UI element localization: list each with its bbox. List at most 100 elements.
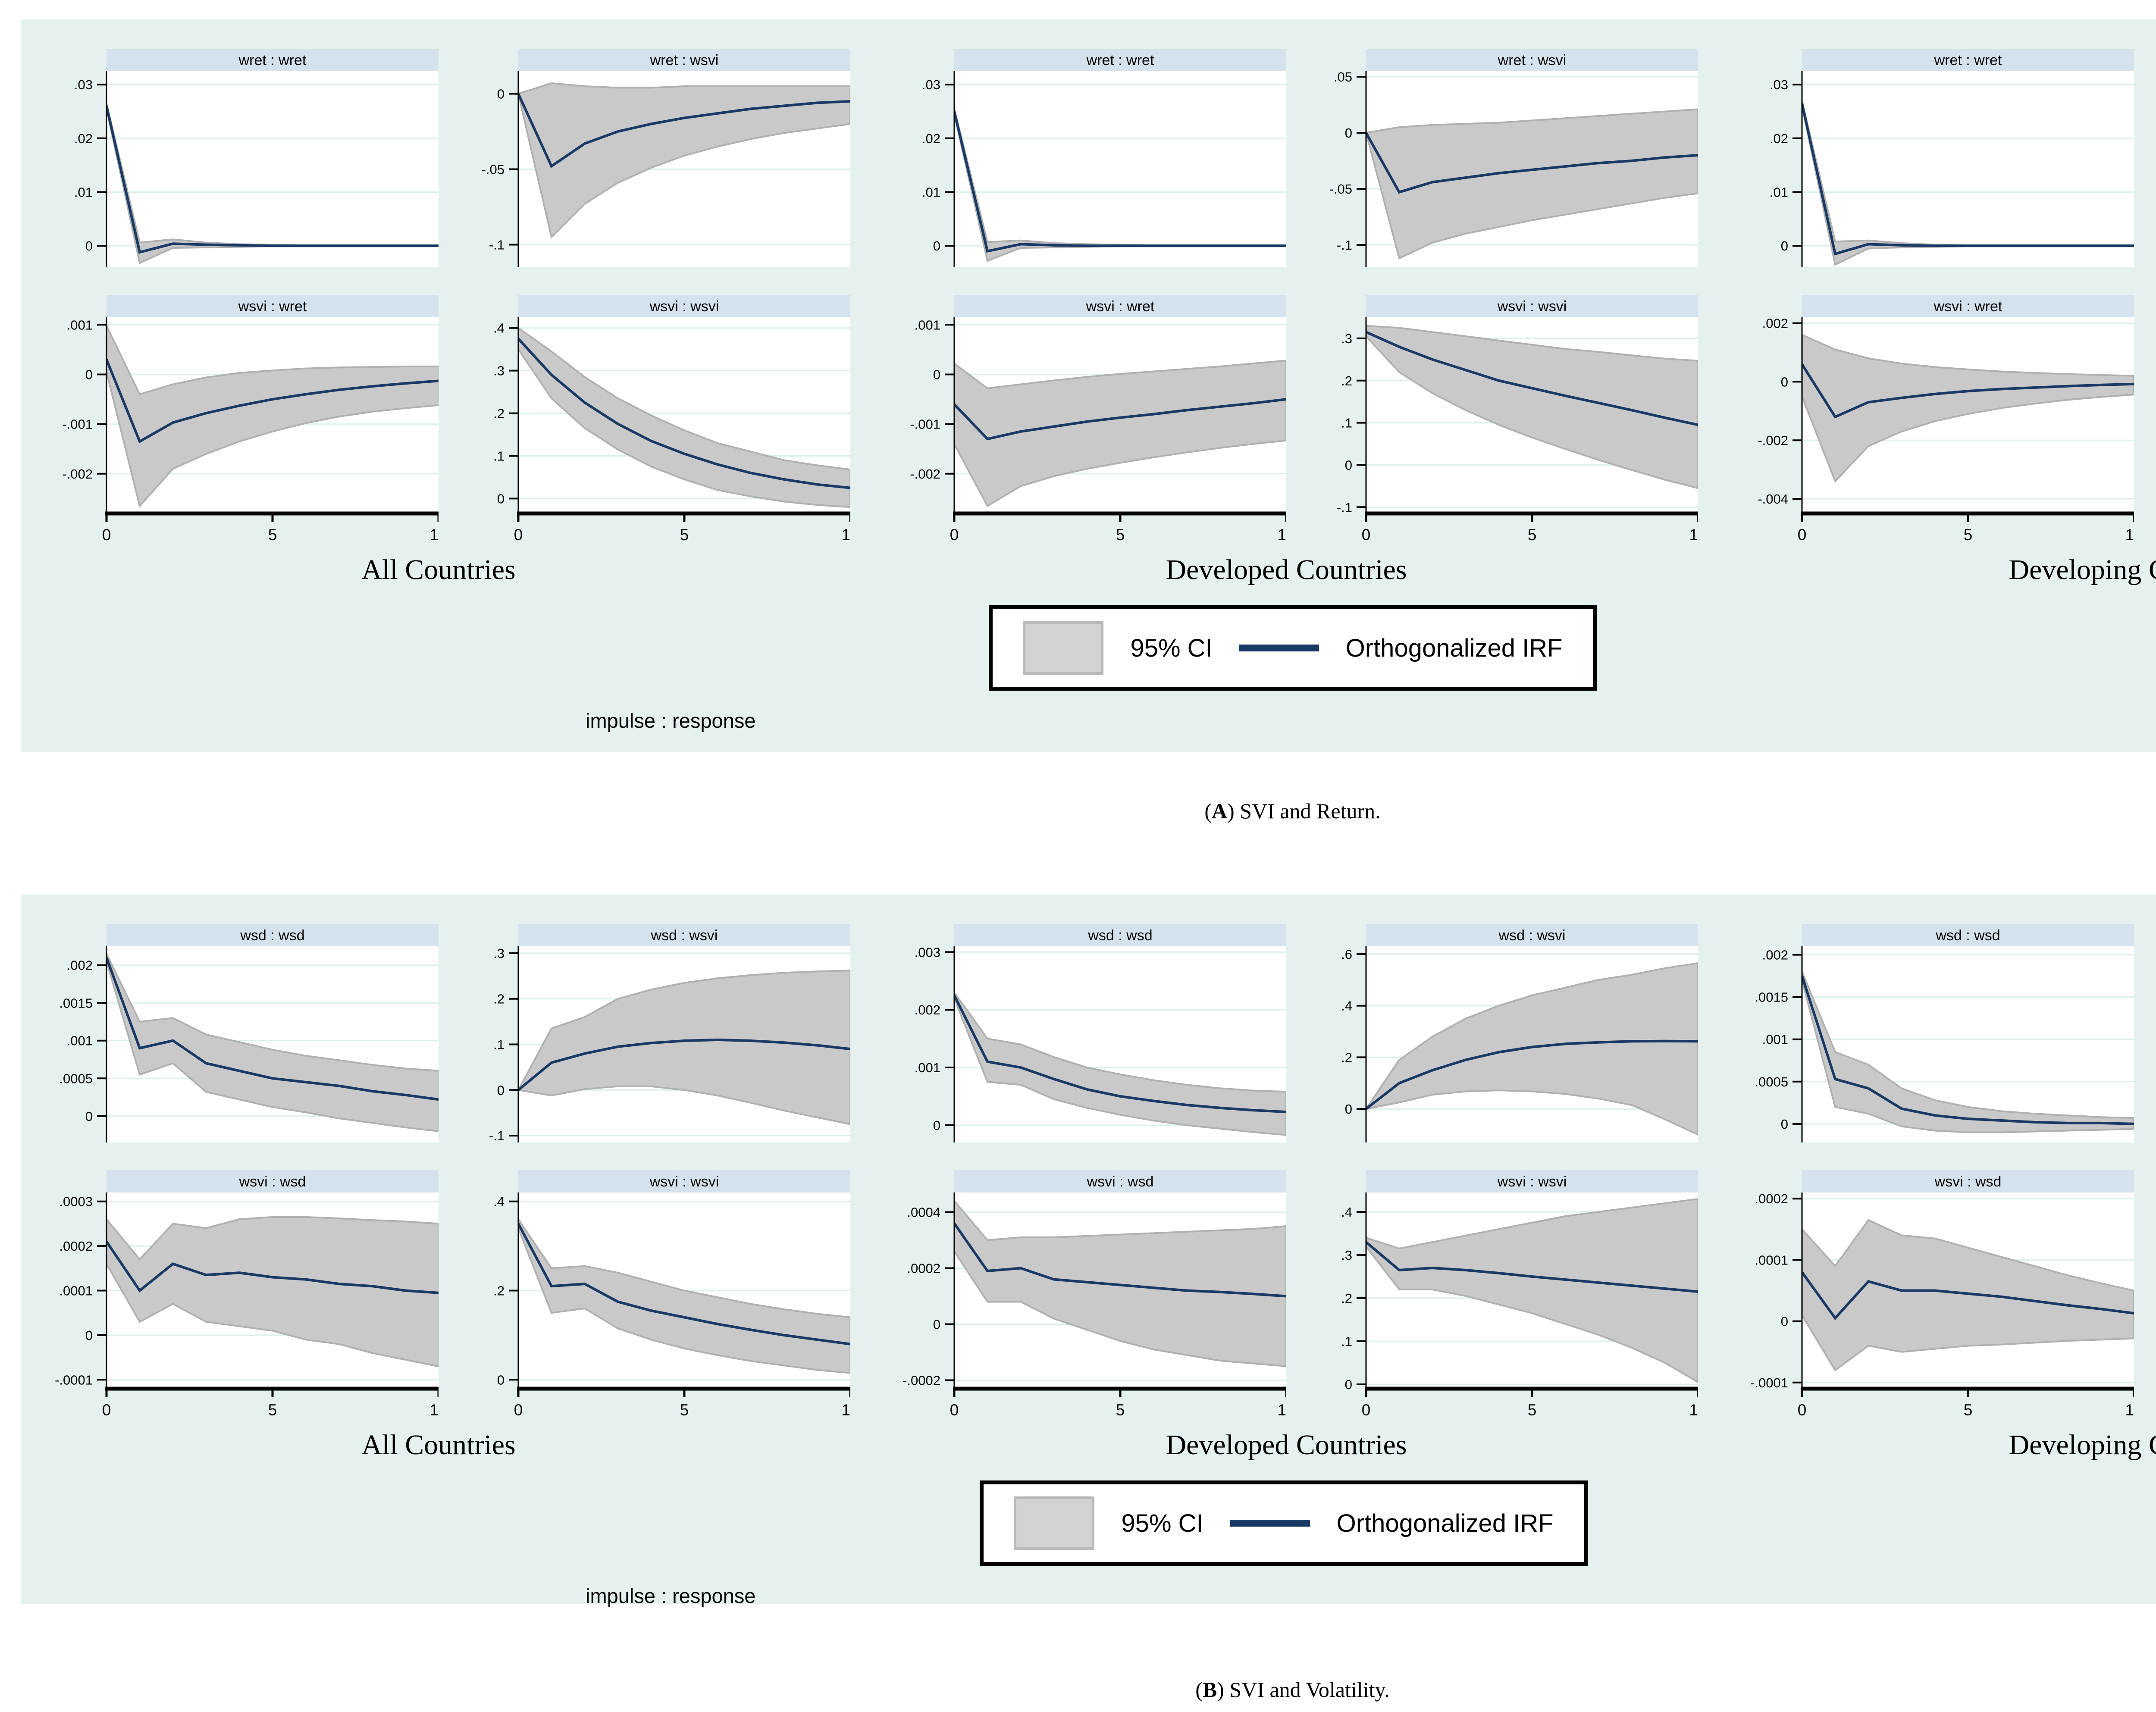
- subplot-title: wsvi : wsd: [1802, 1170, 2134, 1192]
- y-tick-label: .05: [1334, 71, 1352, 85]
- ci-band: [954, 991, 1286, 1136]
- y-tick-label: .4: [1341, 1205, 1352, 1220]
- subplot-title: wsvi : wsvi: [1366, 295, 1698, 317]
- country-group: wsd : wsd .003.002.001 0 wsd : wsvi .6.4.2 0 w…: [874, 924, 1698, 1462]
- irf-plot-svg: .4.3.2.100510: [1341, 1192, 1698, 1419]
- irf-plot-svg: .03 .02 .01 0: [1770, 71, 2134, 267]
- y-tick-label: .3: [493, 363, 505, 379]
- y-tick-label: 0: [1781, 238, 1788, 254]
- ci-band: [1802, 971, 2134, 1133]
- subplot-grid: wsd : wsd .002 .0015 .001 .0005 0 wsd : wsvi.0…: [1722, 924, 2156, 1421]
- ci-band: [518, 1217, 850, 1374]
- irf-subplot: wsvi : wret .002 0 -.002 -.004 0 5 10: [1722, 295, 2134, 546]
- plot-area: [1802, 71, 2134, 267]
- x-tick-label: 10: [1277, 1401, 1286, 1419]
- irf-line-sample: [1239, 645, 1319, 651]
- irf-line: [107, 957, 439, 1101]
- y-tick-label: .002: [1762, 948, 1788, 963]
- y-tick-label: 0: [1345, 1377, 1352, 1392]
- ci-band: [107, 953, 439, 1132]
- x-tick-label: 10: [429, 526, 439, 544]
- y-tick-label: .0001: [1755, 1252, 1788, 1268]
- irf-subplot: wsd : wsd .002 .0015 .001 .0005 0: [1722, 924, 2134, 1142]
- subplot-title: wsvi : wsvi: [1366, 1170, 1698, 1192]
- irf-line: [518, 1038, 850, 1091]
- subplot-title: wsvi : wret: [954, 295, 1286, 317]
- x-tick-label: 5: [680, 526, 689, 544]
- ci-band: [954, 1199, 1286, 1368]
- subplot-grid: wret : wret .03 .02 .01 0 wret : wsvi 0 -.05 -.1…: [27, 49, 850, 546]
- irf-plot-svg: .4.3.2.100510: [493, 317, 850, 544]
- x-tick-label: 0: [1362, 1401, 1371, 1419]
- y-tick-label: 0: [497, 1083, 505, 1098]
- y-tick-label: 0: [497, 87, 505, 102]
- irf-label: Orthogonalized IRF: [1345, 634, 1563, 662]
- y-tick-label: .3: [493, 946, 505, 961]
- x-tick-label: 10: [841, 1401, 850, 1419]
- y-tick-label: -.0001: [55, 1372, 93, 1387]
- irf-plot-svg: .003 .002 .001 0: [915, 946, 1286, 1142]
- subplot-title: wret : wret: [107, 49, 439, 71]
- group-title: All Countries: [361, 554, 516, 585]
- y-tick-label: .1: [493, 1037, 505, 1052]
- caption-a: (A) SVI and Return.: [0, 798, 2156, 823]
- caption-b: (B) SVI and Volatility.: [0, 1677, 2156, 1702]
- y-tick-label: .02: [1770, 131, 1788, 146]
- legend-row: 95% CI Orthogonalized IRF: [21, 1480, 2156, 1566]
- y-tick-label: 0: [1781, 1314, 1788, 1329]
- irf-subplot: wret : wret .03 .02 .01 0: [27, 49, 439, 267]
- y-tick-label: .4: [1341, 998, 1352, 1014]
- y-tick-label: 0: [85, 1328, 93, 1343]
- y-tick-label: -.004: [1758, 491, 1788, 507]
- caption-b-letter: B: [1202, 1678, 1217, 1702]
- irf-subplot: wret : wret .03 .02 .01 0: [1722, 49, 2134, 267]
- irf-plot-svg: .0004 .0002 0 -.0002 0 5 10: [903, 1192, 1286, 1419]
- y-tick-label: .4: [493, 321, 505, 336]
- impulse-response-note: impulse : response: [586, 1584, 756, 1607]
- x-tick-label: 5: [1528, 526, 1537, 544]
- irf-plot-svg: .0003 .0002 .0001 0 -.0001 0 5 10: [55, 1192, 439, 1419]
- irf-line: [954, 398, 1286, 441]
- irf-line: [1802, 975, 2134, 1125]
- y-tick-label: 0: [1345, 1102, 1352, 1117]
- country-group: wret : wret .03 .02 .01 0 wret : wsvi 0 -.05 -.1…: [27, 49, 850, 586]
- ci-band: [518, 327, 850, 508]
- group-row: wsd : wsd .002.0015.001.0005 0 wsd : wsvi .3…: [21, 895, 2156, 1462]
- x-tick-label: 5: [680, 1401, 689, 1419]
- y-tick-label: .01: [1770, 185, 1788, 200]
- irf-plot-svg: .001 0 -.001 -.002 0 5 10: [910, 317, 1286, 544]
- ci-band: [1802, 334, 2134, 483]
- y-tick-label: 0: [1781, 374, 1788, 389]
- irf-plot-svg: .6 .4 .2 0: [1341, 946, 1698, 1142]
- x-tick-label: 0: [514, 1401, 523, 1419]
- subplot-grid: wsd : wsd .003.002.001 0 wsd : wsvi .6.4.2 0 w…: [874, 924, 1698, 1421]
- y-tick-label: .01: [74, 185, 93, 200]
- irf-plot-svg: .050-.05: [2134, 71, 2156, 267]
- y-tick-label: .001: [1762, 1032, 1788, 1047]
- y-tick-label: .03: [74, 77, 93, 92]
- x-tick-label: 10: [429, 1401, 439, 1419]
- legend-box: 95% CI Orthogonalized IRF: [989, 605, 1597, 691]
- y-tick-label: .0005: [1755, 1074, 1788, 1089]
- irf-line: [107, 106, 439, 254]
- subplot-title: wsd : wsd: [1802, 924, 2134, 946]
- irf-plot-svg: 0 -.05 -.1: [482, 71, 850, 267]
- irf-line: [518, 1223, 850, 1346]
- ci-swatch: [1014, 1496, 1095, 1550]
- caption-b-open: (: [1195, 1678, 1203, 1702]
- irf-line: [1802, 1271, 2134, 1321]
- irf-plot-svg: .050-.05: [2134, 946, 2156, 1142]
- subplot-title: wsvi : wret: [1802, 295, 2134, 317]
- country-group: wsd : wsd .002.0015.001.0005 0 wsd : wsvi .3…: [27, 924, 850, 1462]
- y-tick-label: .01: [922, 185, 940, 200]
- x-tick-label: 10: [2125, 1401, 2134, 1419]
- country-group: wsd : wsd .002 .0015 .001 .0005 0 wsd : wsvi.0…: [1722, 924, 2156, 1462]
- y-tick-label: .002: [67, 958, 93, 973]
- x-tick-label: 0: [1798, 526, 1807, 544]
- irf-plot-svg: .4.3.2.100510: [2134, 317, 2156, 546]
- irf-plot-svg: .03 .02 .01 0: [922, 71, 1286, 267]
- y-tick-label: .03: [1770, 77, 1788, 92]
- irf-plot-svg: .002 .0015 .001 .0005 0: [59, 946, 439, 1142]
